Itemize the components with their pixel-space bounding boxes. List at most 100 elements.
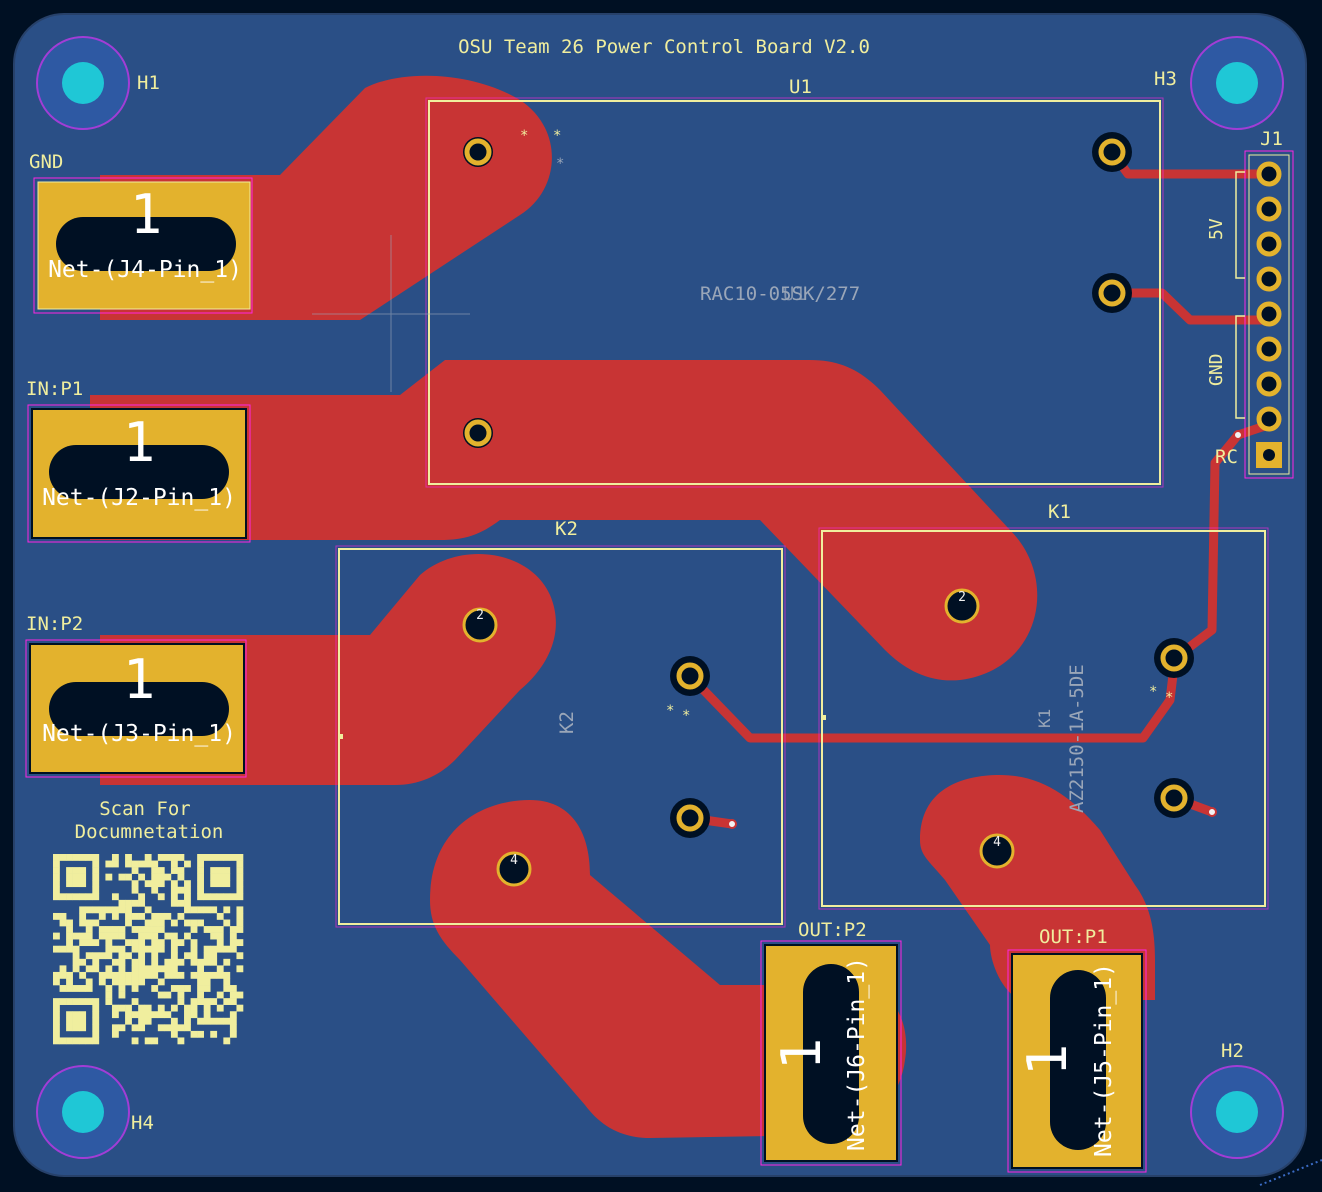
qr-module	[203, 985, 211, 992]
out-p2-net-name: Net-(J6-Pin_1)	[844, 957, 870, 1151]
qr-module	[105, 945, 113, 953]
qr-finder-module	[53, 873, 60, 881]
qr-module	[229, 1024, 237, 1032]
svg-text:*: *	[682, 708, 690, 724]
qr-module	[144, 945, 152, 953]
qr-module	[79, 985, 87, 992]
qr-module	[229, 998, 237, 1005]
u1-pin-vout	[1092, 132, 1132, 172]
qr-module	[144, 971, 152, 979]
qr-module	[125, 971, 132, 979]
u1-courtyard	[425, 97, 1164, 488]
qr-module	[85, 952, 93, 960]
qr-module	[105, 932, 113, 940]
qr-module	[105, 860, 113, 868]
out-p1-net-name: Net-(J5-Pin_1)	[1091, 963, 1117, 1157]
gnd-terminal-label: GND	[29, 151, 63, 173]
qr-finder-module	[66, 1037, 73, 1045]
gnd-pad-number: 1	[130, 183, 163, 246]
j1-5v-label: 5V	[1206, 218, 1227, 240]
qr-module	[223, 906, 231, 914]
qr-module	[157, 1011, 165, 1019]
terminal-pads	[25, 177, 1147, 1173]
h3-label: H3	[1154, 68, 1177, 90]
qr-module	[125, 978, 132, 986]
in-p2-terminal-label: IN:P2	[26, 613, 83, 635]
qr-module	[125, 1017, 132, 1025]
qr-module	[177, 971, 185, 979]
mounting-hole-h2	[1190, 1065, 1284, 1159]
board-title: OSU Team 26 Power Control Board V2.0	[458, 36, 870, 58]
qr-finder-module	[203, 893, 211, 901]
qr-module	[236, 965, 244, 973]
j1-rc-label: RC	[1215, 446, 1238, 468]
qr-module	[138, 965, 146, 973]
u1-pin-ac1	[463, 137, 493, 167]
qr-module	[151, 867, 159, 874]
qr-module	[164, 854, 172, 861]
gnd-net-name: Net-(J4-Pin_1)	[48, 257, 242, 283]
qr-module	[92, 919, 100, 927]
qr-finder-module	[229, 893, 237, 901]
qr-module	[105, 985, 113, 992]
qr-module	[236, 919, 244, 927]
k2-pin2-num: 2	[476, 608, 484, 623]
qr-finder-module	[53, 1024, 60, 1032]
k2-fab-ref: K2	[556, 711, 578, 734]
qr-finder-module	[92, 886, 100, 894]
qr-finder-module	[66, 998, 73, 1005]
qr-module	[236, 926, 244, 933]
qr-finder-module	[72, 1037, 80, 1045]
qr-finder-module	[79, 998, 87, 1005]
qr-module	[170, 886, 178, 894]
qr-module	[236, 991, 244, 999]
qr-finder-module	[53, 867, 60, 874]
qr-module	[131, 958, 139, 966]
qr-module	[59, 945, 67, 953]
qr-module	[229, 1011, 237, 1019]
qr-finder-module	[203, 854, 211, 861]
qr-module	[157, 919, 165, 927]
qr-module	[53, 978, 60, 986]
qr-module	[197, 985, 204, 992]
qr-module	[216, 939, 224, 947]
u1-pin-ac2	[463, 418, 493, 448]
qr-finder-module	[85, 1037, 93, 1045]
qr-module	[216, 1017, 224, 1025]
qr-module	[105, 906, 113, 914]
qr-finder-module	[53, 886, 60, 894]
j1-pins	[1256, 442, 1282, 468]
out-p1-terminal-label: OUT:P1	[1039, 926, 1108, 948]
qr-code[interactable]	[53, 854, 244, 1045]
qr-module	[210, 958, 218, 966]
qr-module	[164, 1011, 172, 1019]
qr-module	[197, 1030, 204, 1038]
qr-module	[184, 919, 191, 927]
qr-module	[66, 926, 73, 933]
qr-module	[144, 1011, 152, 1019]
qr-module	[125, 912, 132, 920]
qr-module	[118, 1024, 126, 1032]
qr-module	[138, 1017, 146, 1025]
qr-module	[79, 971, 87, 979]
qr-finder-module	[229, 854, 237, 861]
qr-finder-module	[197, 873, 204, 881]
qr-module	[203, 978, 211, 986]
svg-text:*: *	[1149, 684, 1157, 700]
qr-module	[236, 1004, 244, 1012]
svg-text:*: *	[553, 128, 561, 144]
qr-module	[164, 873, 172, 881]
qr-module	[138, 952, 146, 960]
qr-module	[157, 926, 165, 933]
qr-module	[85, 919, 93, 927]
qr-module	[229, 939, 237, 947]
qr-module	[197, 991, 204, 999]
qr-module	[203, 1011, 211, 1019]
qr-module	[131, 899, 139, 907]
qr-module	[138, 932, 146, 940]
qr-module	[190, 945, 198, 953]
qr-module	[157, 939, 165, 947]
qr-module	[125, 854, 132, 861]
qr-module	[203, 945, 211, 953]
